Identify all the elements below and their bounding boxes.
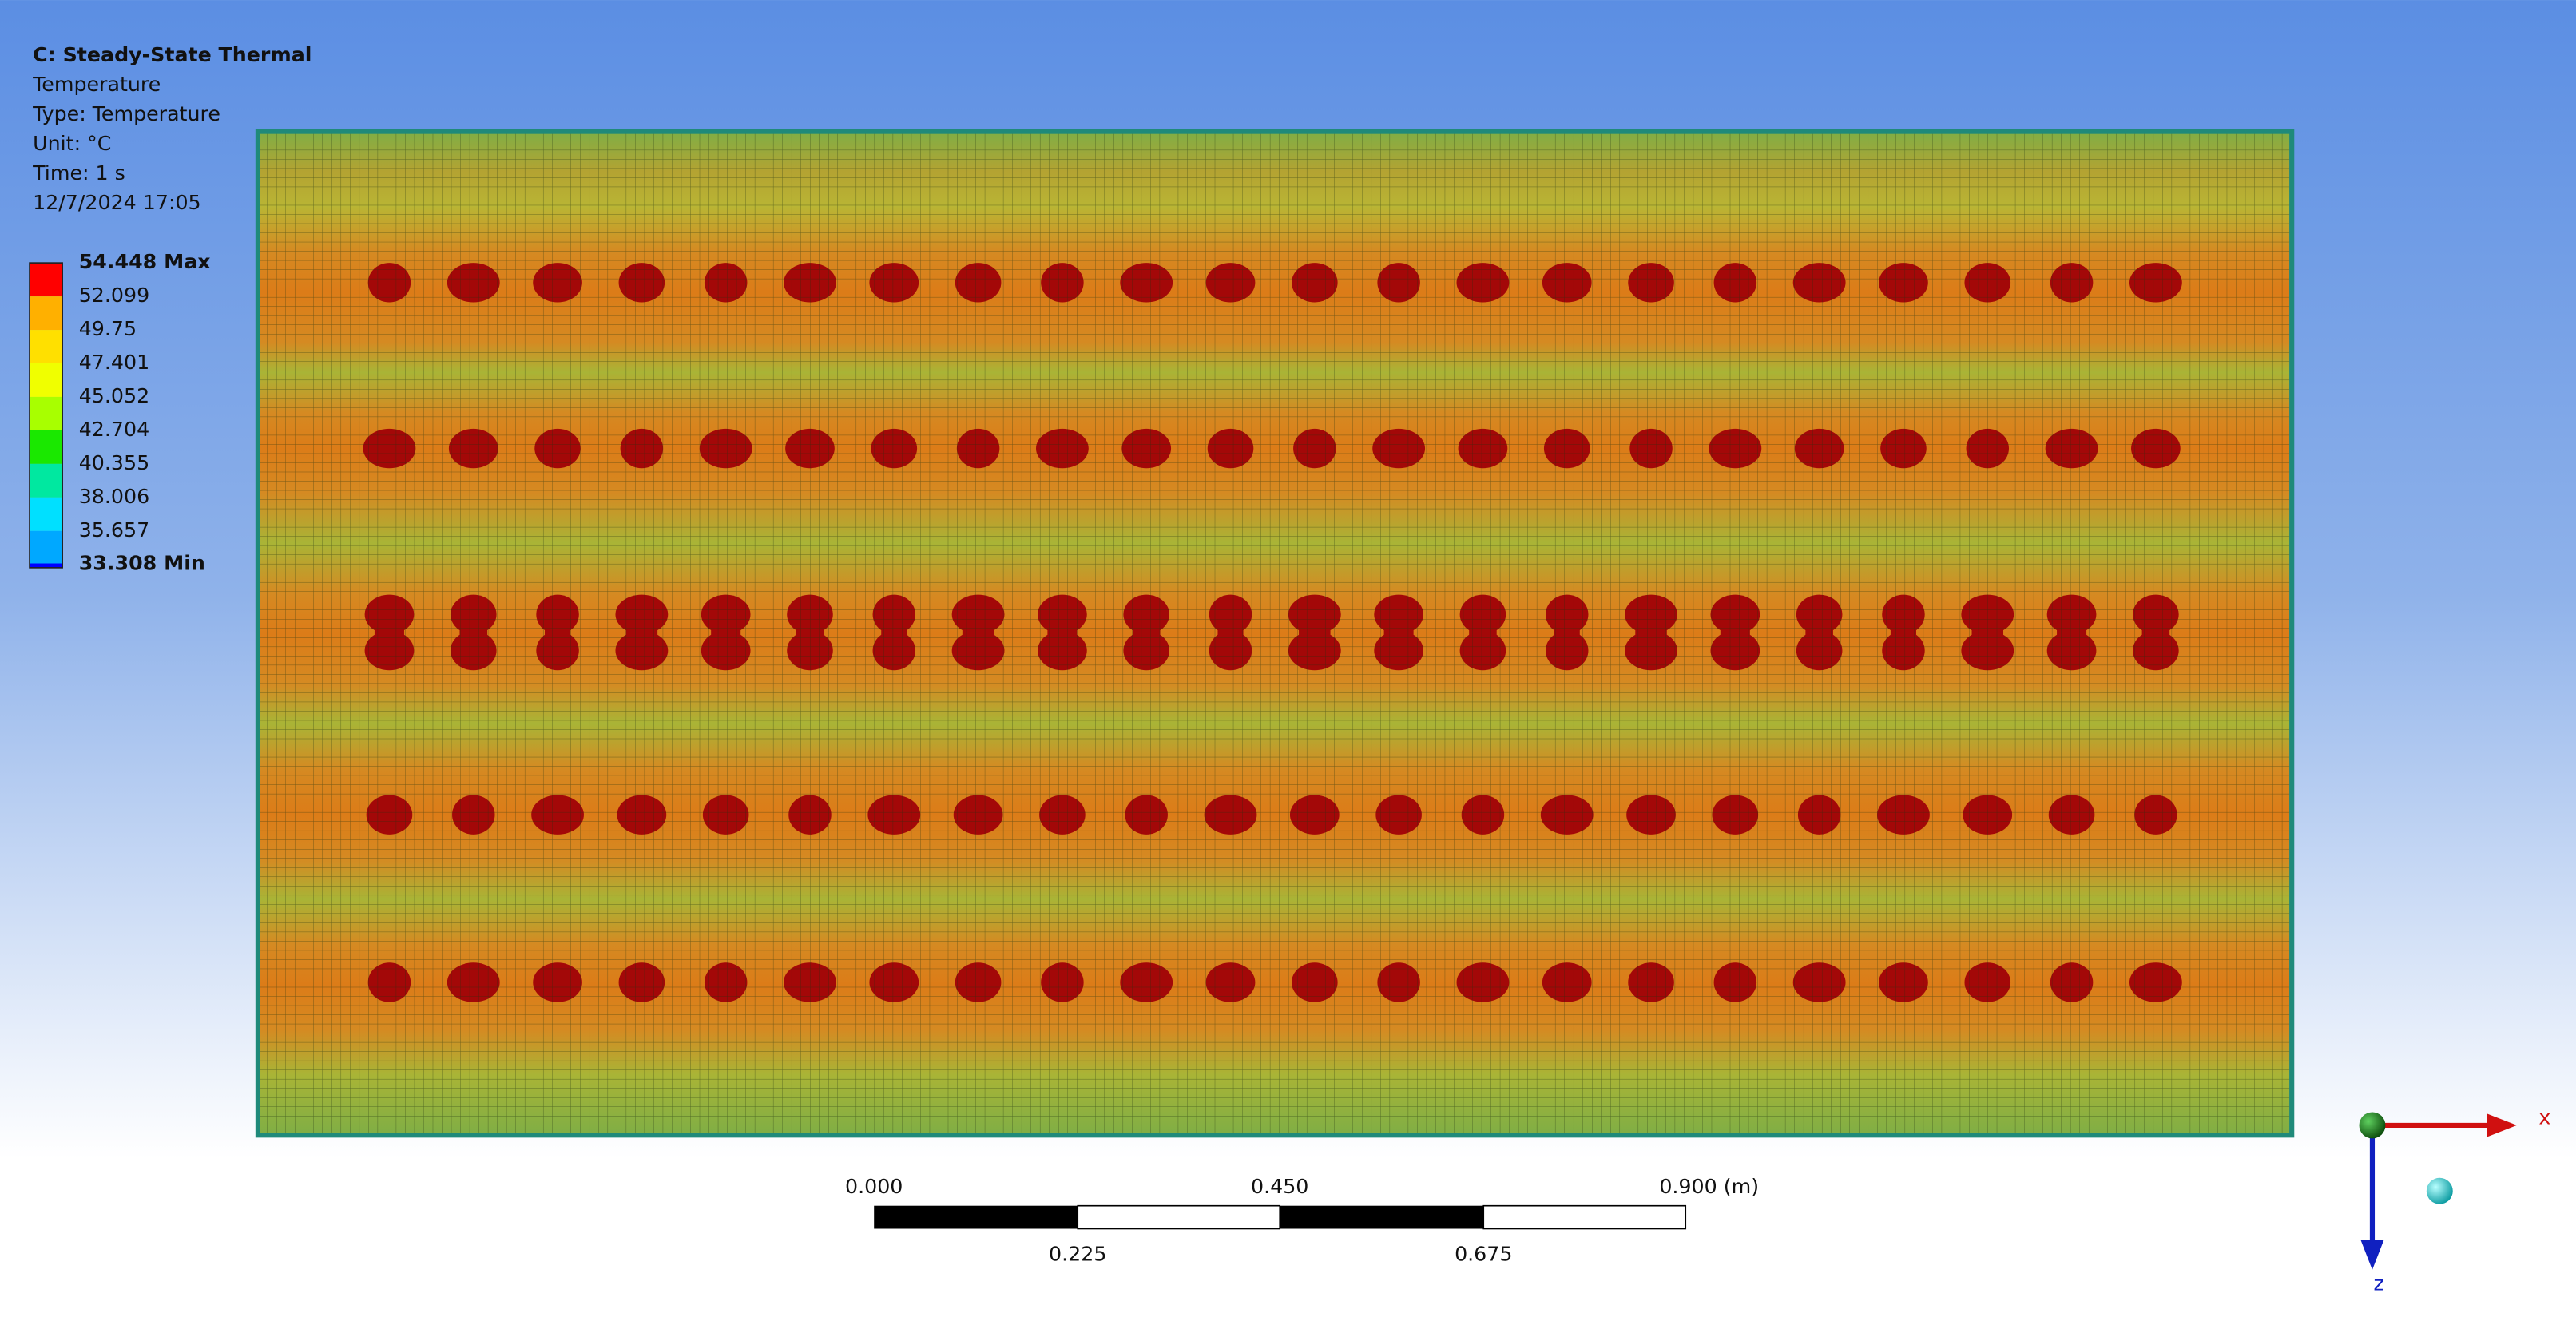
legend-label: 54.448 Max [79, 250, 211, 273]
result-info: 12/7/2024 17:05 [33, 191, 201, 214]
legend-band [30, 330, 63, 364]
origin-sphere [2359, 1112, 2386, 1139]
legend-band [30, 563, 63, 568]
legend-label: 38.006 [79, 485, 149, 508]
scale-label: 0.675 [1455, 1242, 1512, 1265]
result-info: Type: Temperature [32, 102, 220, 125]
legend-band [30, 263, 63, 297]
legend-label: 52.099 [79, 284, 149, 307]
scale-segment [1280, 1205, 1484, 1229]
scale-label: 0.450 [1251, 1175, 1308, 1198]
legend-band [30, 497, 63, 531]
legend-label: 47.401 [79, 351, 149, 374]
legend-label: 33.308 Min [79, 552, 205, 575]
scale-label: 0.900 (m) [1659, 1175, 1759, 1198]
iso-sphere [2426, 1177, 2453, 1204]
legend-band [30, 530, 63, 565]
x-axis-label: x [2538, 1106, 2550, 1129]
legend-label: 45.052 [79, 384, 149, 407]
z-arrow-head [2360, 1240, 2384, 1270]
legend-band [30, 296, 63, 331]
plate-edge [255, 129, 2295, 1138]
scale-label: 0.225 [1049, 1242, 1106, 1265]
legend-band [30, 430, 63, 464]
legend-frame [29, 262, 63, 569]
result-info: Temperature [32, 73, 161, 96]
result-info: Unit: °C [33, 132, 111, 155]
legend-label: 42.704 [79, 418, 149, 441]
z-axis-label: z [2374, 1271, 2384, 1295]
legend-label: 49.75 [79, 317, 137, 340]
scale-bar: 0.000 0.450 0.900 (m) 0.225 0.675 [845, 1175, 1759, 1265]
legend-labels: 54.448 Max 52.099 49.75 47.401 45.052 42.704 4… [79, 250, 211, 575]
result-info: Time: 1 s [32, 161, 125, 184]
legend-label: 40.355 [79, 451, 149, 474]
scale-segment [1077, 1204, 1281, 1230]
axis-triad: x z [2359, 1106, 2550, 1295]
legend-band [30, 363, 63, 397]
scale-segment [874, 1205, 1078, 1229]
scale-segment [1482, 1204, 1687, 1230]
x-arrow-head [2487, 1113, 2517, 1137]
legend-band [30, 396, 63, 430]
result-title: C: Steady-State Thermal [33, 43, 312, 66]
mesh [257, 131, 2292, 1136]
scale-label: 0.000 [845, 1175, 903, 1198]
legend [29, 262, 63, 569]
legend-label: 35.657 [79, 518, 149, 541]
legend-band [30, 463, 63, 498]
